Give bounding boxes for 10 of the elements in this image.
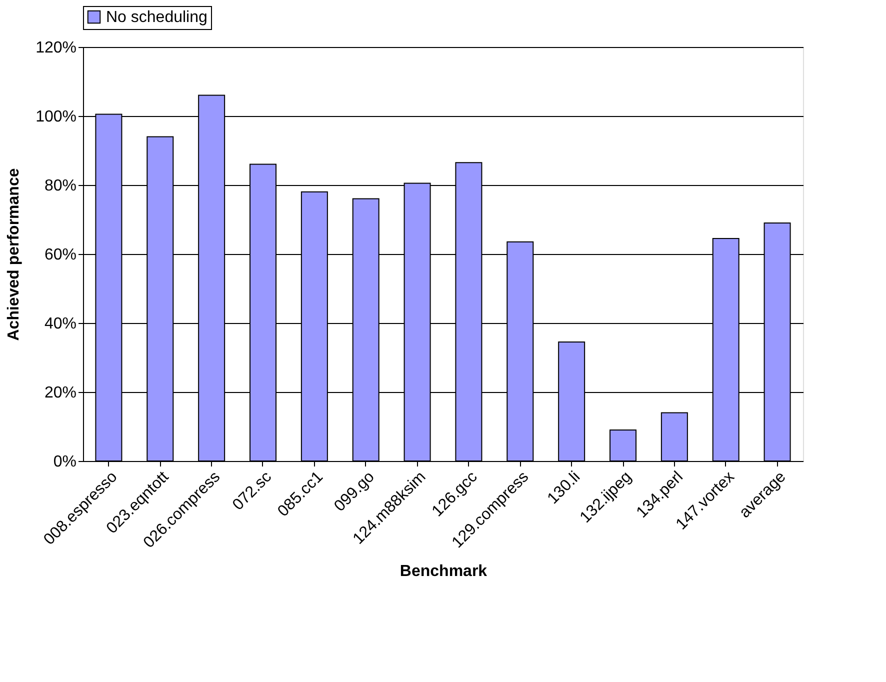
y-tick-label: 100% bbox=[36, 108, 76, 126]
y-tick-label: 40% bbox=[44, 316, 76, 332]
x-axis-title: Benchmark bbox=[400, 562, 488, 580]
legend-label: No scheduling bbox=[106, 9, 208, 26]
y-tick-label: 0% bbox=[53, 454, 76, 470]
y-tick-label: 80% bbox=[44, 178, 76, 194]
y-axis-title: Achieved performance bbox=[6, 168, 23, 341]
y-tick-label: 20% bbox=[44, 384, 76, 402]
y-tick-label: 60% bbox=[44, 246, 76, 264]
y-tick-label: 120% bbox=[36, 40, 76, 56]
